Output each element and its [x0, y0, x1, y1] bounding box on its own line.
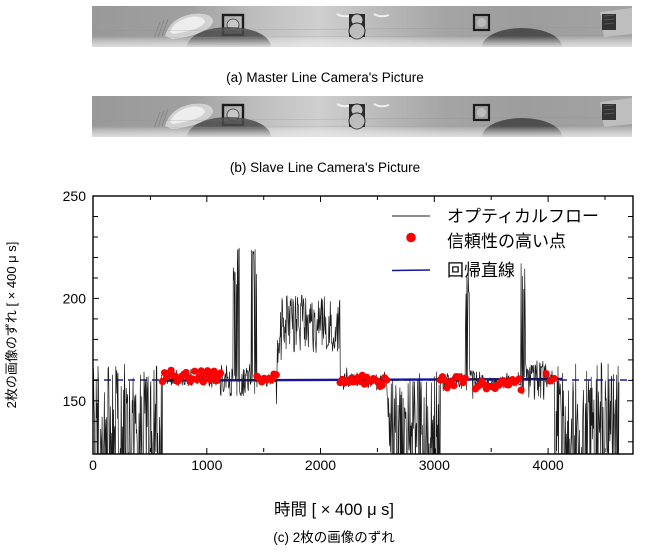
svg-text:250: 250: [63, 190, 87, 204]
svg-text:2枚の画像のずれ [ × 400 μ s]: 2枚の画像のずれ [ × 400 μ s]: [4, 242, 19, 409]
svg-text:時間 [ × 400 μ s]: 時間 [ × 400 μ s]: [274, 500, 394, 519]
svg-text:4000: 4000: [533, 457, 564, 473]
svg-text:オプティカルフロー: オプティカルフロー: [447, 207, 599, 226]
svg-text:150: 150: [63, 393, 87, 409]
svg-text:(c) 2枚の画像のずれ: (c) 2枚の画像のずれ: [273, 530, 395, 545]
svg-text:200: 200: [63, 290, 87, 306]
svg-text:回帰直線: 回帰直線: [447, 261, 515, 280]
svg-text:2000: 2000: [305, 457, 336, 473]
svg-text:3000: 3000: [419, 457, 450, 473]
svg-text:1000: 1000: [191, 457, 222, 473]
svg-text:0: 0: [89, 457, 97, 473]
svg-text:信頼性の高い点: 信頼性の高い点: [447, 232, 566, 251]
